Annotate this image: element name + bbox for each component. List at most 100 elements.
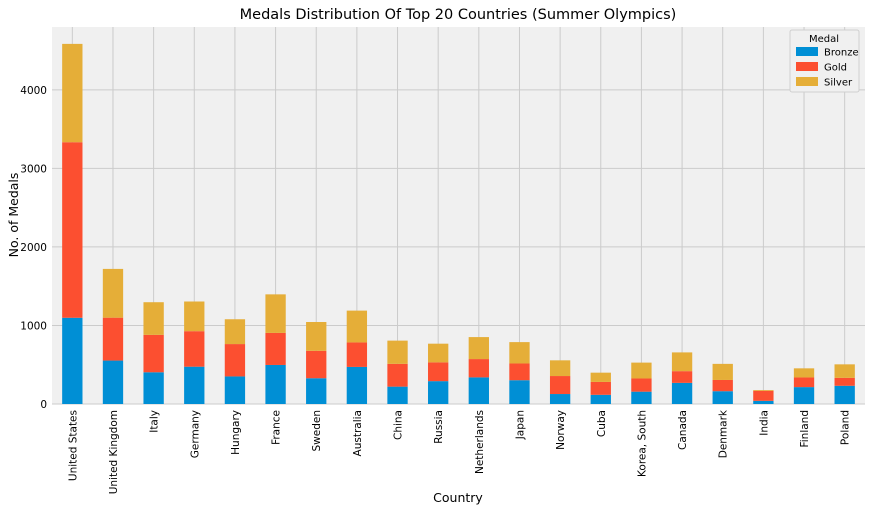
bar-bronze — [102, 360, 124, 404]
x-tick-label: Canada — [677, 410, 689, 450]
bar-gold — [834, 377, 855, 386]
legend-label-silver: Silver — [824, 78, 853, 89]
x-tick-label: United States — [67, 410, 79, 481]
bar-silver — [549, 360, 571, 377]
bar-silver — [509, 342, 530, 364]
bar-gold — [590, 381, 611, 395]
bar-silver — [224, 319, 246, 345]
legend-swatch-silver — [796, 77, 818, 86]
x-tick-label: France — [271, 410, 283, 445]
x-tick-label: Japan — [514, 410, 526, 440]
bar-bronze — [265, 364, 286, 404]
bar-bronze — [834, 385, 855, 404]
bar-silver — [468, 337, 489, 360]
bar-silver — [671, 352, 693, 372]
x-tick-label: United Kingdom — [108, 410, 120, 494]
x-tick-label: Denmark — [718, 409, 730, 458]
x-tick-label: Norway — [555, 410, 567, 450]
x-tick-label: Cuba — [596, 410, 608, 437]
x-tick-label: Russia — [433, 410, 445, 444]
legend-swatch-bronze — [796, 47, 818, 56]
bar-silver — [793, 368, 815, 378]
x-axis-ticks: United States United Kingdom Italy Germany H… — [67, 409, 851, 494]
x-tick-label: Hungary — [230, 410, 242, 455]
y-axis-ticks: 0 1000 2000 3000 4000 — [20, 85, 47, 411]
bar-bronze — [143, 372, 164, 404]
x-tick-label: India — [758, 410, 770, 436]
bar-silver — [712, 363, 733, 380]
bar-bronze — [549, 394, 571, 404]
x-tick-label: Sweden — [311, 410, 323, 452]
plot-background — [52, 27, 865, 404]
bar-gold — [549, 376, 571, 395]
legend-label-gold: Gold — [824, 63, 847, 74]
bar-bronze — [224, 376, 246, 404]
bar-bronze — [753, 400, 774, 404]
y-axis-title: No. of Medals — [6, 173, 21, 258]
bar-gold — [671, 371, 693, 383]
y-tick-label: 1000 — [20, 320, 47, 332]
bar-bronze — [468, 377, 489, 404]
legend-title: Medal — [809, 34, 839, 45]
bar-gold — [306, 350, 327, 379]
bar-gold — [224, 344, 246, 377]
bar-silver — [631, 362, 652, 379]
bar-gold — [468, 359, 489, 378]
bar-bronze — [590, 394, 611, 404]
bar-gold — [793, 377, 815, 388]
bar-bronze — [387, 386, 408, 404]
bar-gold — [62, 142, 83, 318]
y-tick-label: 3000 — [20, 163, 47, 175]
x-tick-label: Italy — [149, 410, 161, 433]
bar-gold — [346, 342, 368, 367]
x-tick-label: Korea, South — [636, 410, 648, 477]
legend-items: Bronze Gold Silver — [796, 47, 859, 89]
bar-gold — [265, 332, 286, 365]
bar-bronze — [306, 378, 327, 404]
bar-gold — [509, 363, 530, 381]
bar-silver — [590, 372, 611, 382]
bar-gold — [631, 378, 652, 392]
bar-silver — [62, 43, 83, 143]
bar-bronze — [793, 387, 815, 404]
x-tick-label: Germany — [189, 410, 201, 458]
bar-bronze — [428, 381, 449, 404]
bar-silver — [753, 390, 774, 391]
bar-bronze — [62, 317, 83, 404]
bar-silver — [102, 268, 124, 318]
bar-bronze — [184, 366, 205, 404]
chart-title: Medals Distribution Of Top 20 Countries … — [240, 7, 677, 23]
bar-gold — [712, 379, 733, 392]
bar-gold — [387, 363, 408, 387]
x-tick-label: Finland — [799, 410, 811, 448]
bar-silver — [306, 322, 327, 351]
bar-bronze — [631, 391, 652, 404]
y-tick-label: 4000 — [20, 85, 47, 97]
x-tick-label: Poland — [840, 410, 852, 445]
legend-label-bronze: Bronze — [824, 48, 859, 59]
legend-box — [789, 29, 860, 93]
bar-gold — [184, 331, 205, 367]
x-tick-label: Australia — [352, 410, 364, 456]
legend: Medal Bronze Gold Silver — [789, 29, 860, 93]
bar-silver — [143, 302, 164, 335]
bar-gold — [428, 362, 449, 382]
bar-silver — [265, 294, 286, 333]
y-tick-label: 2000 — [20, 242, 47, 254]
legend-swatch-gold — [796, 62, 818, 71]
x-axis-title: Country — [433, 490, 483, 505]
bar-gold — [102, 317, 124, 361]
bar-bronze — [671, 382, 693, 404]
bar-silver — [834, 364, 855, 378]
bar-gold — [143, 334, 164, 373]
x-tick-label: China — [393, 410, 405, 440]
y-tick-label: 0 — [40, 399, 47, 411]
x-tick-label: Netherlands — [474, 410, 486, 474]
bar-bronze — [509, 380, 530, 404]
bar-silver — [346, 310, 368, 343]
bar-silver — [428, 343, 449, 363]
bars — [62, 43, 855, 404]
bar-bronze — [346, 366, 368, 404]
bar-silver — [184, 301, 205, 332]
